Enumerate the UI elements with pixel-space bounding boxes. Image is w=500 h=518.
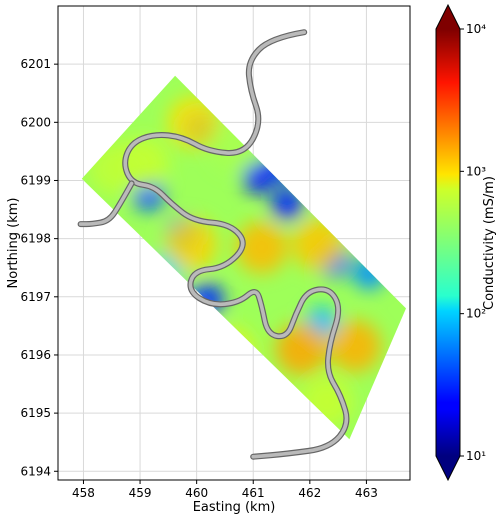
y-axis-label: Northing (km) bbox=[6, 198, 21, 289]
x-axis: 458 459 460 461 462 463 bbox=[72, 480, 378, 500]
conductivity-high-17 bbox=[275, 323, 328, 376]
colorbar-tick-label-0: 10¹ bbox=[466, 449, 486, 463]
conductivity-low-0 bbox=[242, 161, 275, 194]
colorbar-tick-label-1: 10² bbox=[466, 307, 486, 321]
river-water-1 bbox=[78, 181, 134, 226]
x-tick-label-4: 462 bbox=[298, 486, 321, 500]
colorbar-extend-bottom bbox=[436, 456, 460, 480]
y-tick-label-4: 6198 bbox=[20, 232, 51, 246]
colorbar-gradient bbox=[436, 29, 460, 456]
colorbar-tick-label-3: 10⁴ bbox=[466, 22, 486, 36]
x-tick-label-5: 463 bbox=[355, 486, 378, 500]
x-tick-label-0: 458 bbox=[72, 486, 95, 500]
river-water-0 bbox=[123, 30, 349, 459]
y-tick-label-7: 6201 bbox=[20, 57, 51, 71]
plot-frame bbox=[57, 5, 411, 481]
colorbar-tick-label-2: 10³ bbox=[466, 164, 486, 178]
y-tick-label-0: 6194 bbox=[20, 464, 51, 478]
y-tick-label-6: 6200 bbox=[20, 115, 51, 129]
x-tick-label-1: 459 bbox=[129, 486, 152, 500]
y-tick-label-1: 6195 bbox=[20, 406, 51, 420]
x-axis-label: Easting (km) bbox=[193, 500, 276, 515]
colorbar-extend-top bbox=[436, 5, 460, 29]
conductivity-high-15 bbox=[235, 221, 288, 274]
y-tick-label-3: 6197 bbox=[20, 290, 51, 304]
y-tick-label-5: 6199 bbox=[20, 173, 51, 187]
y-tick-label-2: 6196 bbox=[20, 348, 51, 362]
conductivity-high-14 bbox=[164, 218, 217, 271]
colorbar: 10¹ 10² 10³ 10⁴ Conductivity (mS/m) bbox=[435, 3, 497, 482]
conductivity-high-18 bbox=[329, 320, 382, 373]
x-tick-label-2: 460 bbox=[185, 486, 208, 500]
colorbar-label: Conductivity (mS/m) bbox=[482, 176, 497, 310]
x-tick-label-3: 461 bbox=[242, 486, 265, 500]
y-axis: 6194 6195 6196 6197 6198 6199 6200 6201 bbox=[20, 57, 58, 478]
river-channel bbox=[77, 29, 350, 460]
